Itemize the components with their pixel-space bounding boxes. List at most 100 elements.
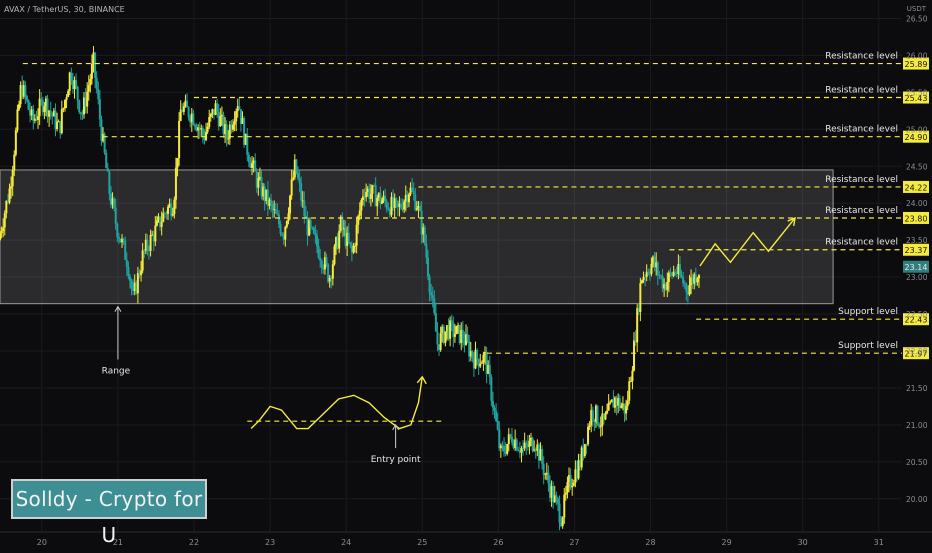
- candle-body: [563, 494, 566, 518]
- candle-body: [119, 238, 122, 243]
- candle: [426, 249, 429, 281]
- candle-body: [230, 124, 233, 130]
- candle-body: [179, 109, 182, 121]
- candle: [87, 75, 90, 101]
- level-line: Support level 22.43: [696, 307, 929, 326]
- level-lines: Resistance level 25.89 Resistance level 25.…: [22, 52, 929, 360]
- candle-body: [560, 522, 563, 527]
- candle: [371, 184, 374, 203]
- candle: [591, 406, 594, 427]
- candle: [46, 94, 49, 123]
- candle: [523, 432, 526, 452]
- candle: [98, 90, 101, 127]
- candle: [220, 106, 223, 126]
- price-tick-label: 25.50: [906, 88, 928, 97]
- candle: [599, 416, 602, 437]
- candle: [162, 207, 165, 223]
- candle-body: [659, 275, 662, 277]
- candle-body: [208, 116, 211, 127]
- candle: [414, 188, 417, 212]
- candle-body: [385, 201, 388, 209]
- candle: [561, 516, 564, 529]
- candle: [607, 394, 610, 411]
- candle: [384, 188, 387, 208]
- candle: [398, 196, 401, 217]
- candle: [461, 320, 464, 348]
- candle-body: [116, 223, 119, 238]
- candle-body: [276, 213, 279, 215]
- candle: [41, 96, 44, 116]
- time-axis[interactable]: 20 21 22 23 24 25 26 27 28 29 30 31: [0, 531, 932, 547]
- candle-body: [666, 282, 669, 290]
- candle-body: [103, 133, 106, 153]
- candle-body: [642, 276, 645, 281]
- candle-body: [639, 283, 642, 313]
- candle-body: [198, 127, 201, 130]
- range-arrowhead: [114, 305, 122, 312]
- candle-body: [678, 264, 681, 276]
- candle-body: [162, 213, 165, 222]
- candle-body: [147, 249, 150, 251]
- candle: [659, 274, 662, 280]
- candle-body: [333, 246, 336, 265]
- time-tick-label: 29: [721, 538, 731, 547]
- candle: [648, 268, 651, 281]
- candle: [94, 51, 97, 88]
- candle-body: [266, 189, 269, 206]
- candle-body: [349, 242, 352, 245]
- price-axis[interactable]: 20.00 20.50 21.00 21.50 22.00 22.50 23.00 23.50…: [903, 14, 929, 504]
- candle: [186, 93, 189, 108]
- price-tick-label: 22.50: [906, 310, 928, 319]
- candle-body: [95, 77, 98, 90]
- candle: [152, 230, 155, 251]
- candle-body: [636, 308, 639, 343]
- candle-body: [60, 109, 63, 134]
- candle-body: [219, 116, 222, 127]
- candle-body: [254, 160, 257, 172]
- candle: [387, 202, 390, 211]
- candle: [151, 230, 154, 237]
- entry-wave-path: [250, 376, 423, 430]
- candle-body: [76, 86, 79, 101]
- candle-body: [631, 370, 634, 382]
- candle: [395, 197, 398, 209]
- candle-body: [330, 277, 333, 279]
- candle: [331, 260, 334, 286]
- candles: [0, 46, 700, 531]
- candle-body: [201, 128, 204, 136]
- candle-body: [238, 106, 241, 110]
- candle-body: [390, 196, 393, 216]
- candle-body: [124, 240, 127, 260]
- candle-body: [685, 283, 688, 292]
- time-tick-label: 24: [341, 538, 351, 547]
- candle: [455, 325, 458, 335]
- candle-body: [449, 320, 452, 339]
- candle: [89, 73, 92, 93]
- candle-body: [574, 469, 577, 483]
- candle: [593, 418, 596, 432]
- entry-arrowhead: [416, 375, 427, 385]
- candle-body: [369, 193, 372, 199]
- candle: [116, 222, 119, 243]
- candle: [178, 112, 181, 166]
- candle-body: [693, 274, 696, 284]
- candle: [390, 192, 393, 218]
- candle-body: [301, 200, 304, 202]
- candle-body: [436, 331, 439, 345]
- candle: [44, 95, 47, 117]
- candle-body: [422, 227, 425, 235]
- candle-body: [170, 203, 173, 216]
- candle-body: [403, 201, 406, 210]
- candle: [2, 218, 5, 238]
- candle-body: [522, 447, 525, 449]
- candle-body: [625, 406, 628, 414]
- candle: [68, 71, 71, 96]
- candle: [601, 405, 604, 436]
- candle-body: [531, 437, 534, 451]
- price-tag-value: 24.22: [905, 183, 928, 192]
- candle: [346, 226, 349, 256]
- candle: [379, 186, 382, 210]
- candle-body: [409, 187, 412, 195]
- candle-body: [652, 256, 655, 264]
